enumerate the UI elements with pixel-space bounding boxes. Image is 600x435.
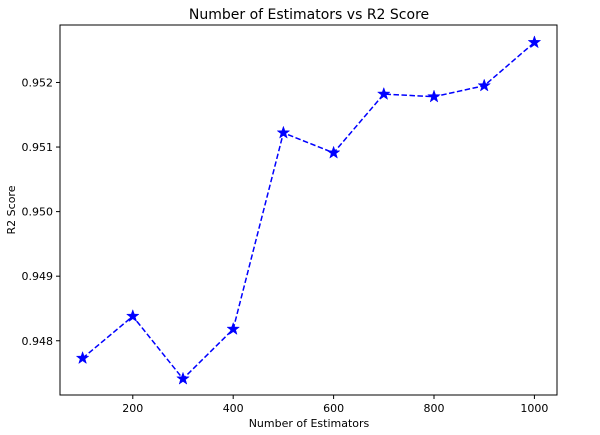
x-tick-label: 400 [223, 402, 244, 415]
data-point-marker [75, 350, 90, 365]
x-tick-label: 600 [323, 402, 344, 415]
y-tick-label: 0.952 [22, 76, 54, 89]
x-tick-label: 800 [424, 402, 445, 415]
plot-frame [59, 24, 558, 396]
y-axis-label: R2 Score [5, 185, 18, 234]
data-point-marker [376, 86, 391, 100]
y-tick-label: 0.950 [22, 206, 54, 219]
y-tick-label: 0.948 [22, 335, 54, 348]
data-point-marker [176, 371, 190, 385]
data-point-marker [326, 145, 341, 159]
series-line [82, 41, 535, 380]
data-point-marker [125, 308, 140, 323]
axis-ticks: 200 400 600 800 1000 0.948 0.949 0.950 0.951 0.95… [22, 76, 549, 415]
x-axis-label: Number of Estimators [249, 417, 370, 430]
data-point-marker [276, 125, 291, 139]
y-tick-label: 0.951 [22, 141, 54, 154]
x-tick-label: 200 [122, 402, 143, 415]
data-point-marker [226, 321, 241, 336]
data-point-marker [527, 35, 542, 49]
data-point-marker [427, 89, 441, 103]
series-line-group [75, 35, 542, 385]
x-tick-label: 1000 [520, 402, 548, 415]
y-tick-label: 0.949 [22, 270, 54, 283]
data-point-marker [477, 78, 492, 92]
chart-title: Number of Estimators vs R2 Score [189, 7, 429, 23]
